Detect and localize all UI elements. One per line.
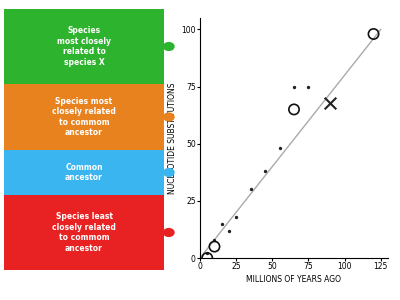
Point (248, 187, 254, 192)
Text: Species least
closely related
to commom
ancestor: Species least closely related to commom … (52, 212, 116, 253)
Point (305, 84, 312, 89)
Y-axis label: NUCLEOTIDE SUBSTITUTIONS: NUCLEOTIDE SUBSTITUTIONS (168, 82, 177, 194)
Point (211, 237, 218, 242)
Text: Common
ancestor: Common ancestor (65, 163, 103, 182)
Text: Species
most closely
related to
species X: Species most closely related to species … (57, 26, 111, 67)
Point (291, 84, 297, 89)
X-axis label: MILLIONS OF YEARS AGO: MILLIONS OF YEARS AGO (246, 275, 342, 284)
Point (291, 107, 297, 112)
Point (211, 244, 218, 249)
Point (262, 169, 268, 173)
Point (226, 228, 232, 233)
Point (218, 221, 225, 226)
Point (276, 146, 283, 151)
Point (370, 32, 377, 36)
Point (204, 256, 210, 260)
Text: Species most
closely related
to commom
ancestor: Species most closely related to commom a… (52, 97, 116, 137)
Point (233, 214, 239, 219)
Point (327, 100, 333, 105)
Point (204, 251, 210, 256)
